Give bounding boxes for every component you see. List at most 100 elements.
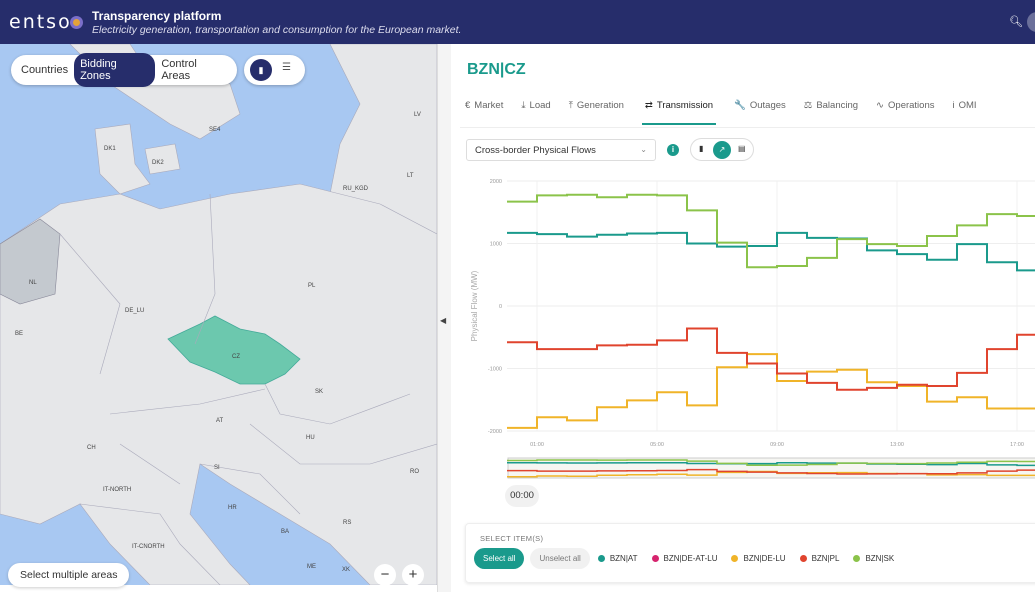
logo-e-icon — [69, 16, 83, 29]
map-label-be[interactable]: BE — [15, 331, 24, 337]
panel-divider[interactable] — [437, 44, 451, 592]
logo-text: entso — [9, 11, 72, 33]
map-label-at[interactable]: AT — [216, 418, 224, 424]
segment-bidding-zones[interactable]: Bidding Zones — [74, 53, 156, 87]
app-subtitle: Electricity generation, transportation a… — [92, 24, 462, 36]
navigator-line — [507, 461, 1035, 467]
y-tick-label: 1000 — [490, 242, 502, 248]
map-label-lt[interactable]: LT — [407, 173, 414, 179]
y-tick-label: -1000 — [488, 367, 502, 373]
tab-label: Operations — [888, 100, 935, 111]
x-tick-label: 01:00 — [530, 442, 544, 448]
y-tick-label: 0 — [499, 304, 502, 310]
tab-omi[interactable]: i OMI — [953, 100, 977, 125]
map-label-ro[interactable]: RO — [410, 469, 419, 475]
collapse-panel-icon[interactable]: ◀ — [440, 316, 447, 325]
time-button[interactable]: 00:00 — [505, 485, 539, 507]
map-label-cz[interactable]: CZ — [232, 354, 240, 360]
legend-item[interactable]: BZN|SK — [853, 554, 894, 563]
zoom-in-button[interactable]: + — [402, 564, 424, 586]
tab-outages[interactable]: 🔧 Outages — [734, 100, 786, 125]
tab-generation[interactable]: ⤒ Generation — [569, 100, 624, 125]
legend-item[interactable]: BZN|PL — [799, 554, 840, 563]
map[interactable]: SE4 DK1 DK2 LV LT RU_KGD NL DE_LU PL BE CZ SK AT CH HU… — [0, 44, 437, 585]
map-shapes — [0, 44, 437, 585]
legend-dot — [799, 555, 807, 562]
legend-label: BZN|DE-LU — [743, 554, 786, 563]
table-view-icon[interactable]: ▤ — [738, 144, 746, 153]
tab-label: Balancing — [816, 100, 859, 111]
map-label-sk[interactable]: SK — [315, 389, 324, 395]
segment-control-areas[interactable]: Control Areas — [161, 58, 197, 82]
map-label-dk2[interactable]: DK2 — [152, 160, 164, 166]
user-avatar[interactable] — [1027, 12, 1035, 32]
tab-label: OMI — [958, 100, 977, 111]
market-icon: € — [465, 100, 471, 111]
map-label-hr[interactable]: HR — [228, 505, 237, 511]
y-tick-label: -2000 — [488, 429, 502, 435]
balancing-icon: ⚖ — [803, 100, 813, 111]
select-all-button[interactable]: Select all — [474, 548, 525, 569]
chart-view-icon[interactable]: ↗ — [713, 141, 731, 159]
omi-icon: i — [952, 100, 955, 111]
legend-item[interactable]: BZN|DE-LU — [731, 554, 786, 563]
view-mode-toggle: ▮ ↗ ▤ — [690, 138, 754, 161]
map-label-rs[interactable]: RS — [343, 520, 352, 526]
zoom-out-button[interactable]: − — [374, 564, 396, 586]
series-line-bzn-de-lu — [507, 353, 1035, 429]
segment-countries[interactable]: Countries — [21, 64, 69, 76]
series-selector: SELECT ITEM(S) Select all Unselect all B… — [465, 523, 1035, 583]
tab-load[interactable]: ⤓ Load — [521, 100, 550, 125]
map-label-ch[interactable]: CH — [87, 445, 96, 451]
map-label-se4[interactable]: SE4 — [209, 127, 221, 133]
legend-label: BZN|SK — [865, 554, 895, 563]
legend-item[interactable]: BZN|AT — [597, 554, 638, 563]
legend-dot — [597, 555, 605, 562]
map-label-ba[interactable]: BA — [281, 529, 290, 535]
dataset-select-value: Cross-border Physical Flows — [475, 145, 596, 156]
legend-label: BZN|DE-AT-LU — [663, 554, 718, 563]
map-label-xk[interactable]: XK — [342, 567, 351, 573]
map-label-lv[interactable]: LV — [414, 112, 421, 118]
navigator-line — [507, 459, 1035, 466]
map-label-it-cnorth[interactable]: IT-CNORTH — [132, 544, 165, 550]
select-multiple-areas-button[interactable]: Select multiple areas — [8, 563, 130, 587]
info-icon[interactable]: i — [667, 144, 679, 156]
map-label-de_lu[interactable]: DE_LU — [125, 308, 145, 314]
select-items-label: SELECT ITEM(S) — [480, 534, 544, 543]
x-tick-label: 05:00 — [650, 442, 664, 448]
map-label-hu[interactable]: HU — [306, 435, 315, 441]
x-tick-label: 09:00 — [770, 442, 784, 448]
map-label-ru_kgd[interactable]: RU_KGD — [343, 186, 369, 192]
map-label-nl[interactable]: NL — [29, 280, 37, 286]
map-label-dk1[interactable]: DK1 — [104, 146, 116, 152]
legend-dot — [731, 555, 739, 562]
operations-icon: ∿ — [876, 100, 885, 111]
entsoe-logo[interactable]: entso — [9, 11, 83, 33]
tabs-divider — [460, 127, 1035, 128]
app-title: Transparency platform — [92, 9, 222, 23]
map-view-icon[interactable]: ▮ — [699, 144, 704, 153]
map-label-si[interactable]: SI — [214, 465, 220, 471]
list-icon[interactable]: ☰ — [282, 62, 291, 73]
map-label-pl[interactable]: PL — [308, 283, 316, 289]
map-list-toggle: ▮ ☰ — [244, 55, 305, 85]
transmission-icon: ⇄ — [644, 100, 653, 111]
tab-balancing[interactable]: ⚖ Balancing — [804, 100, 858, 125]
physical-flow-chart: 2000 1000 0 -1000 -2000 01:00 05:00 09:00 13:00 1… — [470, 179, 1035, 479]
legend-dot — [853, 555, 861, 562]
legend-item[interactable]: BZN|DE-AT-LU — [651, 554, 718, 563]
map-label-it-north[interactable]: IT-NORTH — [103, 487, 132, 493]
tab-transmission[interactable]: ⇄ Transmission — [641, 100, 717, 125]
tab-operations[interactable]: ∿ Operations — [876, 100, 934, 125]
legend-dot — [651, 555, 659, 562]
dataset-select[interactable]: Cross-border Physical Flows ⌄ — [466, 139, 656, 161]
tab-market[interactable]: € Market — [465, 100, 503, 125]
y-tick-label: 2000 — [490, 179, 502, 185]
legend-label: BZN|PL — [811, 554, 840, 563]
search-icon[interactable]: 🔍︎ — [1009, 16, 1023, 28]
app-header: entso Transparency platform Electricity … — [0, 0, 1035, 44]
map-icon[interactable]: ▮ — [250, 59, 272, 81]
map-label-me[interactable]: ME — [307, 564, 316, 570]
unselect-all-button[interactable]: Unselect all — [530, 548, 590, 569]
